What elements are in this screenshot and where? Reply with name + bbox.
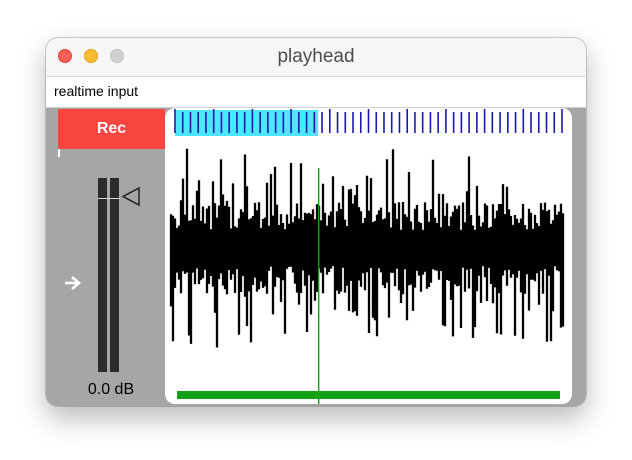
playhead-window: playhead realtime input Rec 0.0 dB — [46, 38, 586, 406]
selection-highlight — [175, 110, 319, 136]
zero-db-line — [98, 198, 120, 199]
ruler[interactable] — [174, 109, 563, 133]
input-bar: realtime input — [46, 77, 586, 108]
close-icon[interactable] — [58, 49, 72, 63]
zoom-icon[interactable] — [110, 49, 124, 63]
title-bar: playhead — [46, 38, 586, 77]
rec-tick — [58, 149, 60, 157]
level-meter-right — [110, 178, 119, 372]
window-title: playhead — [277, 46, 355, 67]
triangle-left-icon[interactable] — [121, 187, 141, 207]
rec-button[interactable]: Rec — [58, 109, 165, 149]
waveform-path — [169, 148, 565, 348]
input-label: realtime input — [54, 83, 139, 99]
waveform-canvas[interactable] — [165, 108, 572, 404]
level-meter — [98, 178, 120, 372]
loop-bar[interactable] — [177, 391, 560, 399]
level-meter-left — [98, 178, 107, 372]
arrow-right-icon — [65, 276, 81, 290]
minimize-icon[interactable] — [84, 49, 98, 63]
waveform — [169, 148, 565, 348]
gain-readout: 0.0 dB — [87, 381, 135, 398]
waveform-display[interactable] — [165, 108, 572, 404]
